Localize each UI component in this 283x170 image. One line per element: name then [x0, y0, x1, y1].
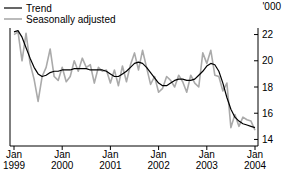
- legend-swatch: [4, 7, 22, 8]
- x-tick-label: Jan2004: [244, 149, 267, 170]
- y-tick: [254, 60, 258, 61]
- y-tick: [254, 87, 258, 88]
- legend-swatch: [4, 18, 22, 20]
- x-tick-label: Jan2003: [196, 149, 219, 170]
- x-tick-label-part: 2004: [244, 160, 267, 170]
- y-tick-label: 22: [262, 29, 274, 40]
- series-line: [14, 32, 255, 130]
- series-line: [14, 31, 255, 128]
- y-tick-label: 20: [262, 55, 274, 66]
- x-tick-label-part: 1999: [3, 160, 26, 170]
- plot-area: [14, 31, 255, 131]
- x-tick-label-part: Jan: [54, 149, 70, 160]
- y-tick: [254, 139, 258, 140]
- x-tick-label: Jan1999: [3, 149, 26, 170]
- x-tick-label: Jan2001: [99, 149, 122, 170]
- x-tick-label-part: 2002: [147, 160, 170, 170]
- x-tick-label-part: Jan: [6, 149, 22, 160]
- legend-label: Trend: [26, 3, 52, 14]
- y-tick-label: 16: [262, 108, 274, 119]
- x-tick-label-part: Jan: [151, 149, 167, 160]
- y-tick: [254, 113, 258, 114]
- x-tick-label-part: 2001: [99, 160, 122, 170]
- left-axis: [10, 28, 11, 146]
- x-tick-label-part: Jan: [247, 149, 263, 160]
- y-axis-label: '000: [262, 1, 281, 12]
- chart: 1416182022'000Jan1999Jan2000Jan2001Jan20…: [0, 0, 283, 170]
- x-tick-label-part: Jan: [199, 149, 215, 160]
- y-tick: [254, 34, 258, 35]
- x-tick-label: Jan2000: [51, 149, 74, 170]
- y-tick-label: 18: [262, 82, 274, 93]
- y-tick-label: 14: [262, 134, 274, 145]
- x-tick-label-part: Jan: [102, 149, 118, 160]
- legend-label: Seasonally adjusted: [26, 14, 116, 25]
- x-tick-label-part: 2003: [196, 160, 219, 170]
- x-tick-label-part: 2000: [51, 160, 74, 170]
- x-tick-label: Jan2002: [147, 149, 170, 170]
- x-axis: [10, 146, 258, 147]
